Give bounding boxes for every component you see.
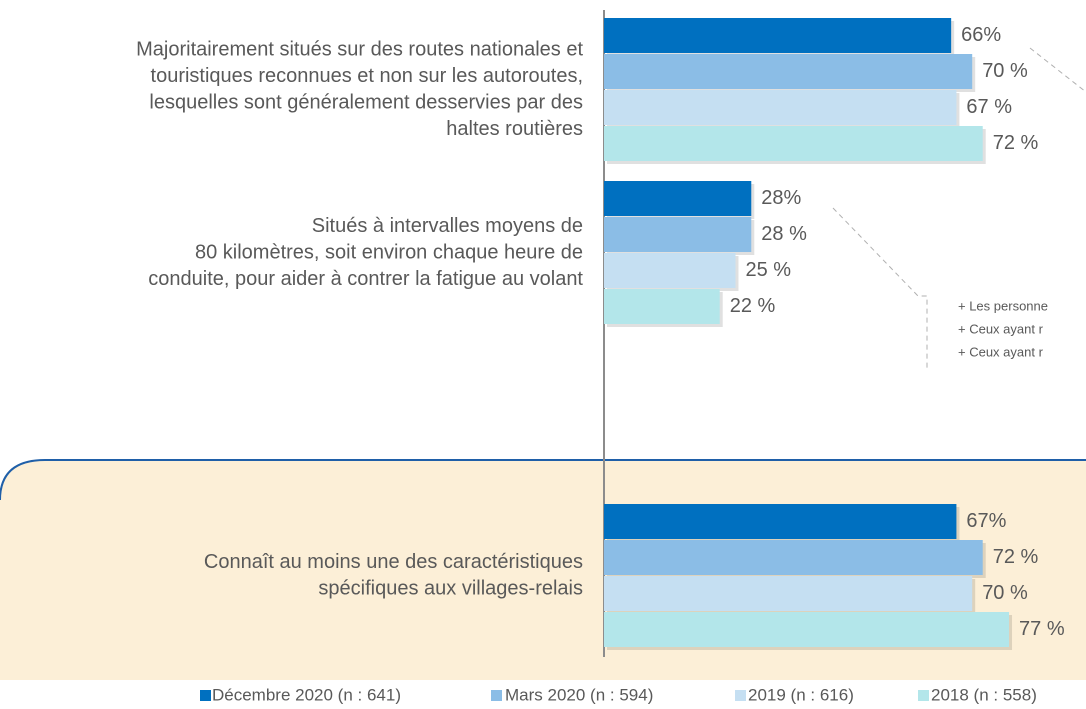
value-label: 70 % — [982, 582, 1028, 604]
callout-line — [1029, 47, 1086, 93]
legend-swatch — [200, 690, 211, 701]
bar — [604, 289, 720, 324]
legend-label: 2019 (n : 616) — [748, 685, 854, 704]
bar — [604, 90, 957, 125]
value-label: 22 % — [730, 295, 776, 317]
value-label: 70 % — [982, 60, 1028, 82]
bar — [604, 126, 983, 161]
value-label: 72 % — [993, 132, 1039, 154]
legend-swatch — [918, 690, 929, 701]
legend-swatch — [491, 690, 502, 701]
category-label: Connaît au moins une des caractéristique… — [204, 551, 583, 573]
legend-label: 2018 (n : 558) — [931, 685, 1037, 704]
bar — [604, 54, 973, 89]
value-label: 28 % — [761, 223, 807, 245]
legend-label: Décembre 2020 (n : 641) — [212, 685, 401, 704]
bar — [604, 576, 973, 611]
category-label: 80 kilomètres, soit environ chaque heure… — [195, 241, 583, 263]
value-label: 72 % — [993, 546, 1039, 568]
legend-swatch — [735, 690, 746, 701]
bar — [604, 181, 752, 216]
category-label: Situés à intervalles moyens de — [312, 215, 583, 237]
annotation: + Les personne — [958, 298, 1048, 313]
value-label: 67% — [966, 510, 1006, 532]
category-label: Majoritairement situés sur des routes na… — [136, 39, 583, 61]
bar — [604, 253, 736, 288]
bar — [604, 504, 957, 539]
value-label: 25 % — [746, 259, 792, 281]
value-label: 77 % — [1019, 618, 1065, 640]
category-label: haltes routières — [446, 118, 583, 140]
annotation: + Ceux ayant r — [958, 344, 1044, 359]
category-label: touristiques reconnues et non sur les au… — [151, 65, 583, 87]
bar — [604, 540, 983, 575]
annotation: + Ceux ayant r — [958, 321, 1044, 336]
bar — [604, 217, 752, 252]
highlight-border — [0, 459, 1086, 501]
legend-label: Mars 2020 (n : 594) — [505, 685, 653, 704]
value-label: 28% — [761, 187, 801, 209]
value-label: 67 % — [966, 96, 1012, 118]
callout-line — [832, 207, 928, 370]
category-label: conduite, pour aider à contrer la fatigu… — [148, 268, 583, 290]
bar — [604, 18, 952, 53]
category-label: lesquelles sont généralement desservies … — [149, 92, 583, 114]
category-label: spécifiques aux villages-relais — [318, 578, 583, 600]
value-label: 66% — [961, 24, 1001, 46]
bar — [604, 612, 1010, 647]
